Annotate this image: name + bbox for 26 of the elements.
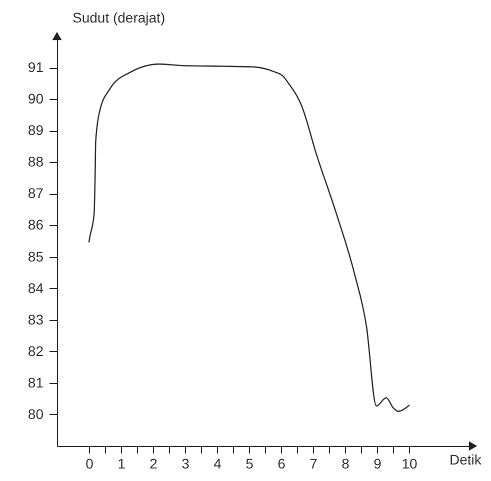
x-tick-label: 9 (374, 456, 382, 472)
y-tick-label: 89 (28, 122, 44, 138)
y-axis-title: Sudut (derajat) (72, 10, 166, 26)
x-tick-label: 10 (402, 456, 418, 472)
y-tick-label: 87 (28, 185, 44, 202)
x-tick-label: 4 (214, 456, 222, 472)
line-series (88, 63, 410, 412)
y-tick-label: 83 (28, 311, 44, 328)
x-tick-label: 0 (86, 456, 94, 472)
y-tick-label: 90 (28, 90, 44, 107)
y-tick-label: 88 (28, 154, 44, 170)
x-tick-label: 2 (150, 456, 158, 472)
y-tick-label: 86 (28, 216, 44, 233)
y-tick-label: 82 (28, 342, 44, 359)
x-tick-label: 8 (342, 456, 350, 472)
y-tick-label: 91 (28, 59, 44, 76)
y-tick-label: 85 (28, 248, 44, 264)
x-axis-title: Detik (450, 452, 482, 468)
x-tick-label: 1 (118, 456, 126, 472)
x-tick-label: 3 (182, 456, 190, 472)
x-tick-label: 7 (310, 456, 318, 472)
y-tick-label: 80 (28, 406, 44, 422)
x-tick-label: 5 (246, 456, 254, 472)
y-tick-label: 84 (28, 280, 44, 296)
y-tick-label: 81 (28, 374, 44, 390)
x-tick-label: 6 (278, 456, 286, 472)
